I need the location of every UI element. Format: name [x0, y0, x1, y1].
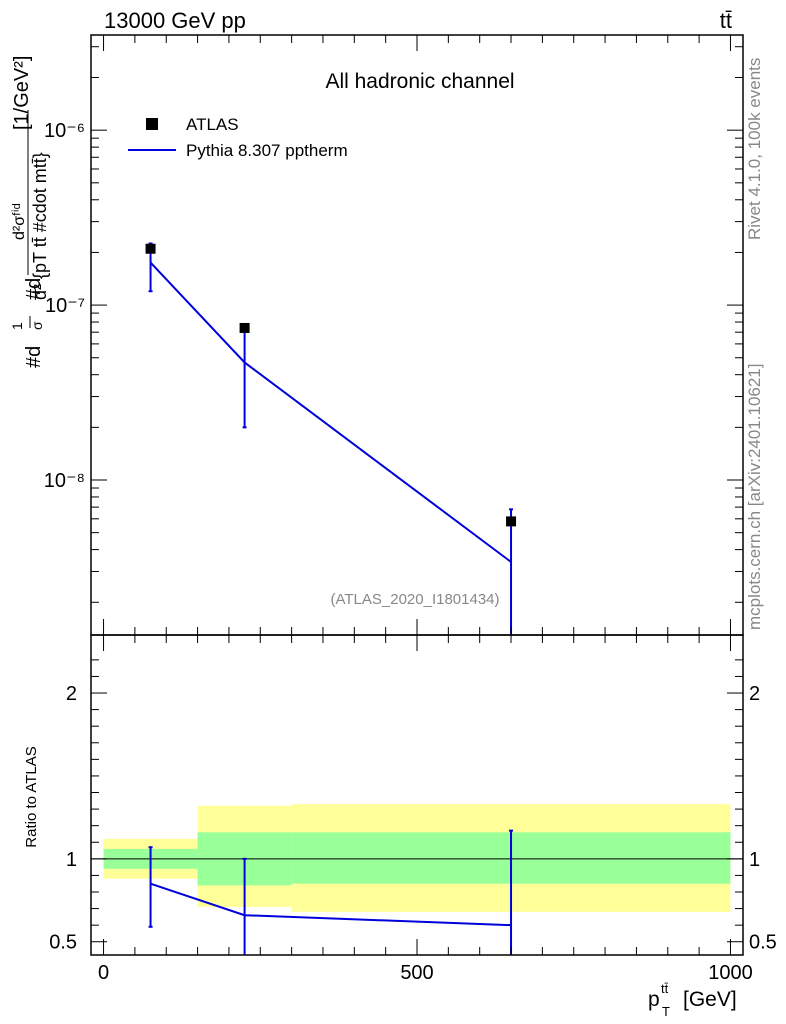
x-axis-label: p T tt̄ [GeV] [648, 981, 737, 1019]
source-label: mcplots.cern.ch [arXiv:2401.10621] [745, 364, 764, 630]
atlas-data-point-1 [239, 322, 250, 333]
ratio-plot-panel: 0.5 0.5 1 1 2 2 0 500 1000 Ratio to ATLAS [23, 634, 777, 984]
ratio-xtick-label-1: 500 [400, 962, 433, 984]
ratio-ytick-label-right-2: 2 [749, 683, 760, 705]
legend-mc-label: Pythia 8.307 pptherm [186, 141, 348, 160]
main-ytick-label-1: 10⁻⁷ [45, 295, 85, 317]
ratio-ytick-label-right-0: 0.5 [749, 932, 777, 954]
ylabel-top-frac-num: 1 [9, 322, 25, 330]
header-right: tt̄ [720, 8, 732, 33]
ratio-ytick-label-left-1: 1 [66, 849, 77, 871]
ratio-ytick-label-left-0: 0.5 [49, 932, 77, 954]
main-plot-panel: All hadronic channel (ATLAS_2020_I180143… [9, 34, 744, 636]
ratio-marks [91, 829, 743, 955]
main-ytick-label-0: 10⁻⁸ [44, 470, 85, 492]
rivet-label: Rivet 4.1.0, 100k events [745, 58, 764, 240]
ratio-y-label: Ratio to ATLAS [23, 746, 40, 847]
legend-atlas-marker [146, 118, 158, 130]
xlabel-unit: [GeV] [683, 988, 737, 1011]
xlabel-sup: tt̄ [661, 981, 669, 996]
ylabel-mid: #d [23, 346, 45, 368]
ylabel-top-frac-den: σ [29, 321, 45, 330]
ratio-xtick-label-2: 1000 [708, 962, 753, 984]
ylabel-unit: [1/GeV²] [11, 56, 33, 130]
atlas-data-point-2 [506, 516, 517, 527]
header-left: 13000 GeV pp [104, 8, 246, 33]
main-mc-line [149, 261, 512, 563]
atlas-data-point-0 [145, 243, 156, 254]
xlabel-p: p [648, 988, 660, 1011]
main-ytick-label-2: 10⁻⁶ [44, 120, 85, 142]
main-marks [145, 242, 517, 635]
ratio-ytick-label-left-2: 2 [66, 683, 77, 705]
xlabel-sub: T [662, 1004, 670, 1019]
ylabel-frac-num: d²σᶠⁱᵈ [11, 203, 28, 240]
ylabel-frac-den: d² {pT tt̄ #cdot mtt̄} [30, 152, 50, 300]
ratio-ytick-label-right-1: 1 [749, 849, 760, 871]
legend: ATLAS Pythia 8.307 pptherm [128, 115, 348, 160]
ylabel-top: #d [23, 278, 45, 300]
analysis-id: (ATLAS_2020_I1801434) [330, 591, 499, 608]
main-y-axis-label: #d 1 σ #d d²σᶠⁱᵈ d² {pT tt̄ #cdot mtt̄} … [9, 56, 50, 368]
chart-title: All hadronic channel [325, 70, 514, 93]
ratio-axes: 0.5 0.5 1 1 2 2 0 500 1000 [49, 634, 777, 984]
legend-atlas-label: ATLAS [186, 115, 239, 134]
ratio-bands [103, 804, 731, 912]
ratio-xtick-label-0: 0 [98, 962, 109, 984]
